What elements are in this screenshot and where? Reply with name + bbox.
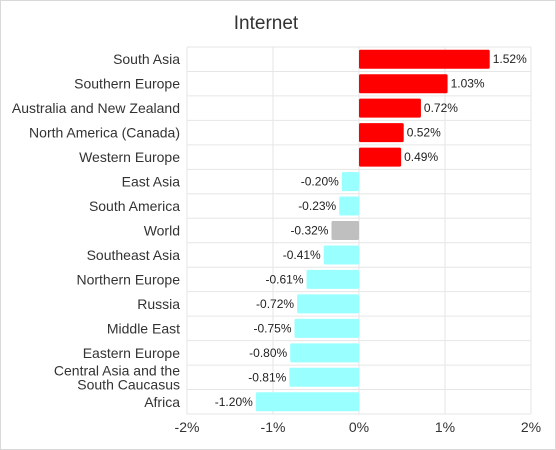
category-label: Central Asia and the South Caucasus (54, 362, 180, 392)
category-label: Australia and New Zealand (12, 100, 180, 116)
x-tick-label: -1% (261, 419, 286, 435)
category-label: East Asia (122, 174, 181, 190)
data-label: -0.32% (290, 224, 328, 238)
category-label-line: Africa (144, 394, 180, 410)
bar (359, 74, 448, 94)
category-label: South Asia (113, 51, 180, 67)
data-label: -0.81% (248, 370, 286, 384)
bar (294, 318, 359, 338)
category-label-line: Northern Europe (76, 271, 180, 287)
category-label: North America (Canada) (29, 125, 180, 141)
category-label: World (144, 223, 180, 239)
data-label: 0.49% (404, 150, 438, 164)
bar (359, 123, 404, 143)
category-label: Western Europe (79, 149, 180, 165)
data-label: -1.20% (215, 395, 253, 409)
bars (255, 49, 490, 412)
category-label: Northern Europe (76, 271, 180, 287)
bar (290, 343, 359, 363)
bar (323, 245, 359, 265)
category-label: Eastern Europe (83, 345, 180, 361)
bar (255, 392, 359, 412)
bar (341, 172, 359, 192)
x-tick-label: -2% (175, 419, 200, 435)
data-label: -0.75% (253, 321, 291, 335)
category-label-line: Australia and New Zealand (12, 100, 180, 116)
data-label: -0.61% (266, 272, 304, 286)
category-label: Russia (137, 296, 180, 312)
bar (359, 147, 402, 167)
category-label-line: Western Europe (79, 149, 180, 165)
data-label: -0.23% (298, 199, 336, 213)
category-label: Middle East (107, 320, 180, 336)
x-tick-label: 0% (349, 419, 369, 435)
data-labels: 1.52% 1.03% 0.72% 0.52% 0.49% -0.20% -0.23% -0.… (215, 52, 527, 409)
data-label: 0.52% (407, 126, 441, 140)
category-label-line: Southern Europe (74, 76, 180, 92)
bar (331, 221, 359, 240)
bar (306, 269, 359, 289)
category-label: South America (89, 198, 180, 214)
x-tick-label: 2% (521, 419, 541, 435)
category-label-line: South Asia (113, 51, 180, 67)
bar (289, 367, 359, 387)
chart-title: Internet (234, 13, 299, 34)
data-label: 0.72% (424, 101, 458, 115)
x-axis-ticks: -2% -1% 0% 1% 2% (175, 419, 542, 435)
category-label-line: South Caucasus (77, 376, 180, 392)
category-label: Southern Europe (74, 76, 180, 92)
category-label-line: East Asia (122, 174, 181, 190)
x-tick-label: 1% (435, 419, 455, 435)
bar (339, 196, 359, 216)
category-label: Africa (144, 394, 180, 410)
category-label-line: Central Asia and the (54, 362, 180, 378)
category-labels: South Asia Southern Europe Australia and N… (12, 51, 180, 410)
category-label-line: World (144, 223, 180, 239)
grid-lines (186, 46, 532, 415)
data-label: -0.80% (249, 346, 287, 360)
category-label-line: South America (89, 198, 180, 214)
category-label-line: Southeast Asia (87, 247, 181, 263)
bar (297, 294, 359, 314)
data-label: -0.20% (301, 175, 339, 189)
data-label: 1.52% (493, 52, 527, 66)
data-label: -0.72% (256, 297, 294, 311)
bar (359, 98, 421, 118)
category-label: Southeast Asia (87, 247, 181, 263)
category-label-line: Middle East (107, 320, 180, 336)
data-label: -0.41% (283, 248, 321, 262)
category-label-line: North America (Canada) (29, 125, 180, 141)
category-label-line: Eastern Europe (83, 345, 180, 361)
bar (359, 49, 490, 69)
data-label: 1.03% (451, 77, 485, 91)
category-label-line: Russia (137, 296, 180, 312)
